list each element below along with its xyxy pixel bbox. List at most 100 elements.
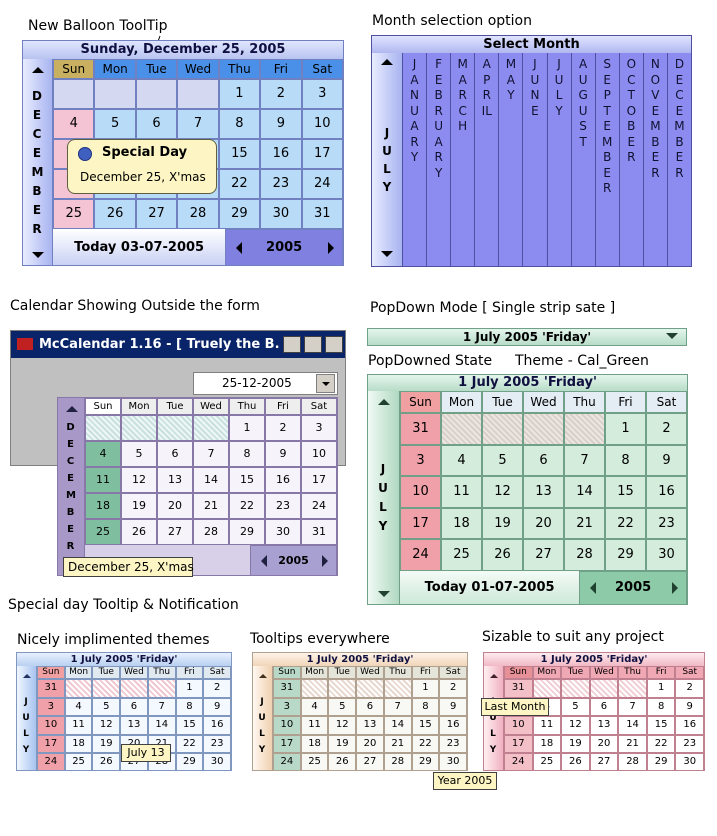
day-cell[interactable]: 2: [675, 679, 704, 698]
day-cell[interactable]: 15: [411, 716, 440, 735]
arrow-l[interactable]: [236, 241, 243, 254]
day-cell[interactable]: 20: [157, 493, 193, 519]
day-cell[interactable]: 24: [400, 539, 441, 571]
day-cell[interactable]: 25: [532, 753, 562, 770]
day-cell[interactable]: 27: [589, 753, 619, 770]
day-cell[interactable]: 28: [383, 753, 412, 770]
day-cell[interactable]: 18: [85, 493, 121, 519]
day-cell[interactable]: 13: [356, 716, 384, 735]
day-cell[interactable]: 23: [646, 507, 687, 539]
day-cell[interactable]: 23: [203, 734, 231, 753]
arrow-up[interactable]: [381, 59, 393, 65]
arrow-down[interactable]: [381, 251, 393, 257]
day-cell[interactable]: 5: [561, 697, 590, 716]
day-cell[interactable]: 16: [203, 716, 231, 735]
day-cell[interactable]: 22: [229, 493, 265, 519]
day-cell[interactable]: 31: [273, 679, 301, 698]
month-option[interactable]: JUNE: [522, 53, 547, 266]
day-cell[interactable]: 29: [218, 199, 261, 229]
month-option[interactable]: FEBRUARY: [426, 53, 451, 266]
day-cell[interactable]: 19: [92, 734, 121, 753]
day-cell[interactable]: 19: [121, 493, 157, 519]
day-cell[interactable]: 18: [64, 734, 93, 753]
day-cell[interactable]: 28: [564, 539, 605, 571]
day-cell[interactable]: 13: [157, 467, 193, 493]
day-cell[interactable]: 5: [121, 441, 157, 467]
day-cell[interactable]: 26: [561, 753, 590, 770]
day-cell[interactable]: 26: [92, 753, 121, 770]
day-cell[interactable]: 12: [92, 716, 121, 735]
day-cell[interactable]: 4: [53, 109, 95, 139]
day-cell[interactable]: 29: [646, 753, 676, 770]
day-cell[interactable]: 7: [193, 441, 229, 467]
day-cell[interactable]: 29: [229, 519, 265, 545]
month-option[interactable]: OCTOBER: [618, 53, 643, 266]
day-cell[interactable]: 6: [135, 109, 178, 139]
day-cell[interactable]: 10: [273, 716, 301, 735]
day-cell[interactable]: 27: [157, 519, 193, 545]
day-cell[interactable]: 8: [411, 697, 440, 716]
day-cell[interactable]: 12: [121, 467, 157, 493]
day-cell[interactable]: 28: [618, 753, 647, 770]
day-cell[interactable]: 1: [411, 679, 440, 698]
day-cell[interactable]: 10: [301, 441, 337, 467]
window-button[interactable]: [325, 336, 343, 353]
day-cell[interactable]: 13: [523, 476, 564, 508]
day-cell[interactable]: 6: [589, 697, 619, 716]
day-cell[interactable]: 12: [561, 716, 590, 735]
day-cell[interactable]: 10: [400, 476, 441, 508]
day-cell[interactable]: 8: [605, 444, 646, 476]
day-cell[interactable]: 13: [120, 716, 148, 735]
day-cell[interactable]: 17: [273, 734, 301, 753]
arrow-r[interactable]: [327, 241, 334, 254]
day-cell[interactable]: 1: [229, 415, 265, 441]
day-cell[interactable]: 3: [301, 79, 343, 109]
day-cell[interactable]: 2: [265, 415, 301, 441]
day-cell[interactable]: 27: [135, 199, 178, 229]
day-cell[interactable]: 25: [441, 539, 482, 571]
day-cell[interactable]: 9: [265, 441, 301, 467]
day-cell[interactable]: 2: [646, 413, 687, 445]
day-cell[interactable]: 12: [328, 716, 357, 735]
arrow-down[interactable]: [378, 590, 390, 597]
day-cell[interactable]: 7: [147, 697, 176, 716]
day-cell[interactable]: 9: [675, 697, 704, 716]
day-cell[interactable]: 7: [618, 697, 647, 716]
day-cell[interactable]: 23: [260, 169, 302, 199]
month-option[interactable]: MARCH: [450, 53, 475, 266]
day-cell[interactable]: 15: [605, 476, 646, 508]
day-cell[interactable]: 5: [328, 697, 357, 716]
day-cell[interactable]: 28: [193, 519, 229, 545]
day-cell[interactable]: 22: [411, 734, 440, 753]
day-cell[interactable]: 26: [328, 753, 357, 770]
day-cell[interactable]: 22: [605, 507, 646, 539]
month-option[interactable]: SEPTEMBER: [594, 53, 619, 266]
day-cell[interactable]: 16: [675, 716, 704, 735]
day-cell[interactable]: 16: [646, 476, 687, 508]
day-cell[interactable]: 24: [504, 753, 533, 770]
day-cell[interactable]: 31: [37, 679, 65, 698]
day-cell[interactable]: 11: [300, 716, 329, 735]
day-cell[interactable]: 9: [260, 109, 302, 139]
arrow-l[interactable]: [590, 581, 597, 594]
day-cell[interactable]: 3: [301, 415, 337, 441]
popdown-strip[interactable]: 1 July 2005 'Friday': [367, 328, 687, 346]
day-cell[interactable]: 4: [441, 444, 482, 476]
day-cell[interactable]: 7: [564, 444, 605, 476]
day-cell[interactable]: 8: [218, 109, 261, 139]
day-cell[interactable]: 30: [203, 753, 231, 770]
day-cell[interactable]: 14: [147, 716, 176, 735]
day-cell[interactable]: 15: [646, 716, 676, 735]
day-cell[interactable]: 17: [301, 139, 343, 169]
day-cell[interactable]: 3: [400, 444, 441, 476]
day-cell[interactable]: 2: [260, 79, 302, 109]
day-cell[interactable]: 18: [532, 734, 562, 753]
day-cell[interactable]: 31: [400, 413, 441, 445]
day-cell[interactable]: 28: [177, 199, 219, 229]
day-cell[interactable]: 14: [618, 716, 647, 735]
day-cell[interactable]: 9: [203, 697, 231, 716]
day-cell[interactable]: 27: [523, 539, 564, 571]
day-cell[interactable]: 10: [504, 716, 533, 735]
day-cell[interactable]: 2: [203, 679, 231, 698]
day-cell[interactable]: 19: [328, 734, 357, 753]
